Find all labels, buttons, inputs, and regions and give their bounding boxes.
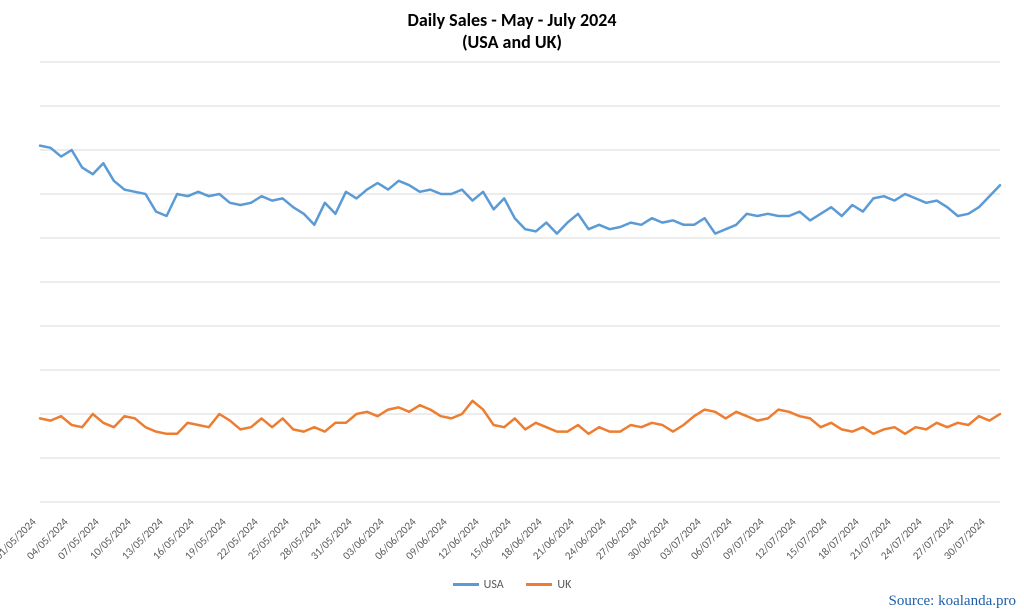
legend-label-usa: USA: [484, 578, 504, 592]
chart-container: Daily Sales - May - July 2024 (USA and U…: [0, 0, 1024, 614]
plot-svg: [40, 62, 1000, 502]
plot-area: [40, 62, 1000, 502]
source-attribution: Source: koalanda.pro: [889, 593, 1016, 610]
chart-title: Daily Sales - May - July 2024 (USA and U…: [0, 10, 1024, 53]
legend-item-uk: UK: [526, 578, 571, 592]
legend-label-uk: UK: [557, 578, 571, 592]
legend: USA UK: [0, 576, 1024, 592]
x-axis-labels: 01/05/202404/05/202407/05/202410/05/2024…: [40, 505, 1000, 575]
chart-title-line-1: Daily Sales - May - July 2024: [0, 10, 1024, 32]
series-line-usa: [40, 146, 1000, 234]
legend-item-usa: USA: [453, 578, 504, 592]
chart-title-line-2: (USA and UK): [0, 32, 1024, 54]
legend-swatch-usa: [453, 583, 479, 586]
series-line-uk: [40, 401, 1000, 434]
legend-swatch-uk: [526, 583, 552, 586]
